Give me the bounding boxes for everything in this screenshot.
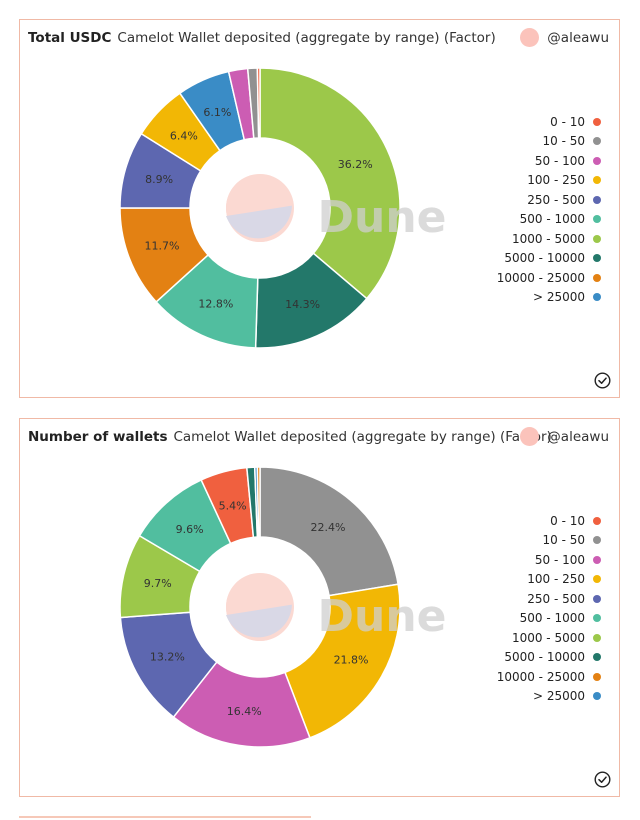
legend-item[interactable]: 100 - 250 xyxy=(461,570,601,590)
data-label: 5.4% xyxy=(219,500,247,513)
legend-swatch xyxy=(593,517,601,525)
check-circle-icon[interactable] xyxy=(594,372,611,389)
legend-swatch xyxy=(593,653,601,661)
legend-label: > 25000 xyxy=(533,689,585,703)
legend-swatch xyxy=(593,215,601,223)
legend-item[interactable]: 1000 - 5000 xyxy=(461,628,601,648)
legend-item[interactable]: 500 - 1000 xyxy=(461,609,601,629)
legend-label: 10 - 50 xyxy=(543,134,586,148)
legend-swatch xyxy=(593,176,601,184)
data-label: 13.2% xyxy=(150,650,185,663)
legend-item[interactable]: > 25000 xyxy=(461,687,601,707)
legend-swatch xyxy=(593,614,601,622)
legend-item[interactable]: 10000 - 25000 xyxy=(461,667,601,687)
legend-item[interactable]: 1000 - 5000 xyxy=(461,229,601,249)
data-label: 22.4% xyxy=(310,521,345,534)
legend-label: 250 - 500 xyxy=(527,193,585,207)
chart-legend: 0 - 10 10 - 50 50 - 100 100 - 250 250 - 500 5… xyxy=(461,511,601,706)
legend-label: 500 - 1000 xyxy=(520,212,585,226)
legend-item[interactable]: 10000 - 25000 xyxy=(461,268,601,288)
chart-legend: 0 - 10 10 - 50 50 - 100 100 - 250 250 - 500 5… xyxy=(461,112,601,307)
legend-swatch xyxy=(593,137,601,145)
legend-swatch xyxy=(593,274,601,282)
legend-label: 5000 - 10000 xyxy=(504,251,585,265)
data-label: 9.7% xyxy=(144,577,172,590)
legend-swatch xyxy=(593,157,601,165)
legend-swatch xyxy=(593,536,601,544)
data-label: 9.6% xyxy=(176,523,204,536)
data-label: 11.7% xyxy=(145,240,180,253)
dune-logo xyxy=(226,573,294,641)
legend-item[interactable]: 5000 - 10000 xyxy=(461,249,601,269)
legend-label: 100 - 250 xyxy=(527,572,585,586)
legend-label: 50 - 100 xyxy=(535,154,585,168)
data-label: 6.4% xyxy=(170,130,198,143)
legend-label: 10000 - 25000 xyxy=(497,670,585,684)
legend-item[interactable]: 0 - 10 xyxy=(461,112,601,132)
legend-swatch xyxy=(593,673,601,681)
legend-swatch xyxy=(593,254,601,262)
data-label: 14.3% xyxy=(285,298,320,311)
legend-item[interactable]: 50 - 100 xyxy=(461,151,601,171)
data-label: 8.9% xyxy=(145,173,173,186)
legend-item[interactable]: > 25000 xyxy=(461,288,601,308)
dune-watermark: Dune xyxy=(317,192,446,243)
legend-item[interactable]: 250 - 500 xyxy=(461,589,601,609)
legend-swatch xyxy=(593,595,601,603)
legend-item[interactable]: 0 - 10 xyxy=(461,511,601,531)
legend-label: 0 - 10 xyxy=(550,514,585,528)
legend-label: 50 - 100 xyxy=(535,553,585,567)
chart-panel-total-usdc: Total USDC Camelot Wallet deposited (aggr… xyxy=(19,19,620,398)
legend-swatch xyxy=(593,293,601,301)
legend-label: 0 - 10 xyxy=(550,115,585,129)
legend-label: 1000 - 5000 xyxy=(512,631,585,645)
legend-label: 1000 - 5000 xyxy=(512,232,585,246)
legend-label: > 25000 xyxy=(533,290,585,304)
legend-label: 100 - 250 xyxy=(527,173,585,187)
data-label: 12.8% xyxy=(198,297,233,310)
legend-label: 500 - 1000 xyxy=(520,611,585,625)
pie-slice[interactable] xyxy=(257,68,260,138)
legend-item[interactable]: 500 - 1000 xyxy=(461,210,601,230)
legend-swatch xyxy=(593,556,601,564)
legend-item[interactable]: 10 - 50 xyxy=(461,531,601,551)
legend-label: 10 - 50 xyxy=(543,533,586,547)
next-panel-edge xyxy=(19,816,311,818)
legend-label: 5000 - 10000 xyxy=(504,650,585,664)
check-circle-icon[interactable] xyxy=(594,771,611,788)
chart-panel-number-of-wallets: Number of wallets Camelot Wallet deposite… xyxy=(19,418,620,797)
legend-item[interactable]: 5000 - 10000 xyxy=(461,648,601,668)
legend-item[interactable]: 10 - 50 xyxy=(461,132,601,152)
dune-logo xyxy=(226,174,294,242)
legend-swatch xyxy=(593,196,601,204)
legend-item[interactable]: 250 - 500 xyxy=(461,190,601,210)
legend-swatch xyxy=(593,634,601,642)
legend-label: 10000 - 25000 xyxy=(497,271,585,285)
data-label: 16.4% xyxy=(227,705,262,718)
legend-swatch xyxy=(593,235,601,243)
legend-item[interactable]: 100 - 250 xyxy=(461,171,601,191)
dune-watermark: Dune xyxy=(317,591,446,642)
legend-swatch xyxy=(593,575,601,583)
data-label: 21.8% xyxy=(334,653,369,666)
data-label: 6.1% xyxy=(203,106,231,119)
pie-slice[interactable] xyxy=(257,467,260,537)
legend-label: 250 - 500 xyxy=(527,592,585,606)
legend-item[interactable]: 50 - 100 xyxy=(461,550,601,570)
data-label: 36.2% xyxy=(338,158,373,171)
legend-swatch xyxy=(593,118,601,126)
legend-swatch xyxy=(593,692,601,700)
